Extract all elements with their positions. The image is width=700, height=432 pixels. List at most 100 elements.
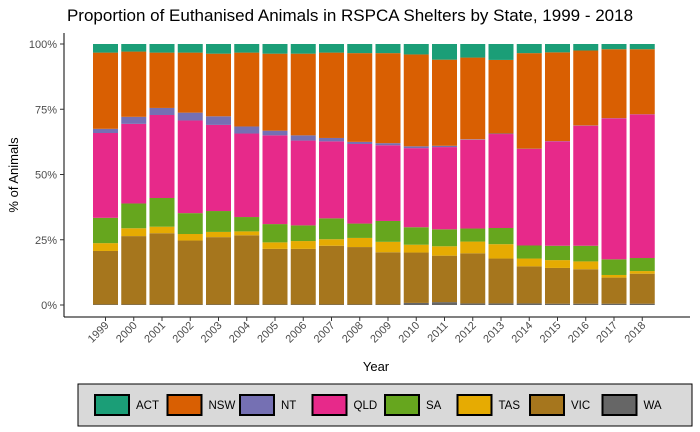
x-tick-label: 2010 xyxy=(397,320,423,346)
bar-segment-act-2012 xyxy=(460,44,486,58)
legend: ACT NSW NT QLD SA TAS VIC WA xyxy=(77,383,693,427)
bar-segment-wa-2017 xyxy=(601,303,627,305)
legend-label-sa: SA xyxy=(426,400,442,412)
bar-segment-nt-1999 xyxy=(93,128,118,133)
bar-segment-nt-2001 xyxy=(149,107,175,115)
bar-segment-sa-2000 xyxy=(121,203,147,229)
bar-segment-nt-2010 xyxy=(403,146,429,149)
bar-segment-nt-2003 xyxy=(206,116,231,125)
legend-key-qld xyxy=(311,394,348,416)
bar-segment-act-2007 xyxy=(319,44,344,53)
bar-segment-wa-2004 xyxy=(234,304,260,305)
bar-segment-sa-2002 xyxy=(177,213,203,235)
x-tick-label: 2015 xyxy=(538,320,564,346)
y-axis-title: % of Animals xyxy=(6,137,21,213)
legend-label-qld: QLD xyxy=(354,400,378,412)
legend-label-wa: WA xyxy=(644,400,662,412)
bar-segment-sa-2006 xyxy=(290,225,316,242)
bar-segment-qld-2008 xyxy=(347,143,373,224)
bar-segment-qld-2003 xyxy=(206,124,231,212)
bar-segment-vic-2011 xyxy=(432,255,457,303)
legend-key-nsw xyxy=(166,394,203,416)
x-tick-label: 2004 xyxy=(227,320,253,346)
bar-segment-wa-2011 xyxy=(432,302,457,305)
bar-segment-sa-2001 xyxy=(149,197,175,227)
bar-segment-vic-2006 xyxy=(290,248,316,305)
bar-segment-tas-1999 xyxy=(93,243,118,251)
bar-segment-qld-2010 xyxy=(403,148,429,228)
bar-segment-wa-2018 xyxy=(629,303,655,305)
bar-segment-qld-2007 xyxy=(319,141,344,219)
bar-segment-qld-2001 xyxy=(149,114,175,198)
x-tick-label: 2018 xyxy=(623,320,649,346)
bar-segment-qld-2009 xyxy=(375,145,401,221)
bar-segment-sa-2003 xyxy=(206,211,231,232)
legend-key-tas xyxy=(456,394,493,416)
x-tick-label: 2009 xyxy=(368,320,394,346)
bar-segment-wa-2006 xyxy=(290,304,316,305)
bar-segment-nt-2004 xyxy=(234,126,260,134)
bar-segment-act-2004 xyxy=(234,44,260,53)
x-tick-label: 2007 xyxy=(312,320,338,346)
bar-segment-sa-1999 xyxy=(93,217,118,244)
bar-segment-nt-2000 xyxy=(121,116,147,124)
bar-segment-tas-2005 xyxy=(262,242,288,249)
bar-segment-act-2002 xyxy=(177,44,203,53)
legend-label-vic: VIC xyxy=(571,400,590,412)
bar-segment-qld-2011 xyxy=(432,147,457,230)
x-tick-label: 2005 xyxy=(255,320,281,346)
bar-segment-nt-2012 xyxy=(460,139,486,140)
bar-segment-wa-2012 xyxy=(460,303,486,305)
x-tick-label: 2006 xyxy=(284,320,310,346)
bar-segment-wa-2003 xyxy=(206,304,231,305)
x-axis-ticks: 1999 2000 2001 2002 2003 2004 2005 2006 2007 2008… xyxy=(86,317,649,346)
bar-segment-qld-2016 xyxy=(573,125,599,246)
bar-segment-qld-2002 xyxy=(177,120,203,214)
bar-segment-act-2005 xyxy=(262,44,288,54)
bar-segment-vic-2002 xyxy=(177,240,203,305)
bar-segment-tas-2011 xyxy=(432,246,457,256)
bar-segment-nsw-2009 xyxy=(375,53,401,144)
bar-segment-nt-2009 xyxy=(375,143,401,146)
bar-segment-act-2013 xyxy=(488,44,514,60)
bar-segment-sa-2008 xyxy=(347,223,373,238)
bar-segment-nsw-2004 xyxy=(234,52,260,127)
bar-segment-tas-2006 xyxy=(290,241,316,249)
bar-segment-tas-2008 xyxy=(347,237,373,248)
x-tick-label: 2013 xyxy=(481,320,507,346)
bar-segment-vic-2016 xyxy=(573,269,599,304)
x-tick-label: 2014 xyxy=(510,320,536,346)
x-tick-label: 2011 xyxy=(425,320,450,345)
bar-segment-nt-2008 xyxy=(347,141,373,144)
bar-segment-wa-1999 xyxy=(93,304,118,305)
legend-key-vic xyxy=(529,394,565,416)
bar-segment-vic-2001 xyxy=(149,233,175,305)
x-tick-label: 2017 xyxy=(594,320,620,346)
legend-key-nt xyxy=(239,394,275,416)
bar-segment-vic-2012 xyxy=(460,253,486,304)
y-axis-ticks: 0% 25% 50% 75% 100% xyxy=(29,39,64,312)
bar-segment-act-1999 xyxy=(93,44,118,53)
bar-segment-nsw-2001 xyxy=(149,52,175,108)
bar-segment-vic-2000 xyxy=(121,236,147,305)
x-tick-label: 2016 xyxy=(566,320,592,346)
bar-segment-nsw-1999 xyxy=(93,52,118,129)
bar-segment-nsw-2015 xyxy=(545,52,570,142)
bar-segment-wa-2010 xyxy=(403,302,429,305)
plot-area: 0% 25% 50% 75% 100% 1999 2000 2001 2002 2003 2004… xyxy=(29,33,690,345)
bar-segment-tas-2004 xyxy=(234,231,260,236)
bar-segment-tas-2007 xyxy=(319,239,344,246)
bar-segment-nsw-2005 xyxy=(262,53,288,131)
bar-segment-tas-2000 xyxy=(121,228,147,237)
bar-segment-sa-2011 xyxy=(432,229,457,247)
x-tick-label: 2002 xyxy=(171,320,197,346)
bar-segment-act-2000 xyxy=(121,44,147,52)
bar-segment-sa-2017 xyxy=(601,259,627,275)
bar-segment-act-2006 xyxy=(290,44,316,54)
bar-segment-act-2010 xyxy=(403,44,429,55)
bar-segment-qld-2015 xyxy=(545,141,570,246)
bar-segment-nsw-2014 xyxy=(516,53,542,149)
bar-segment-vic-2007 xyxy=(319,245,344,305)
bar-segment-act-2008 xyxy=(347,44,373,54)
bar-segment-qld-2006 xyxy=(290,140,316,226)
